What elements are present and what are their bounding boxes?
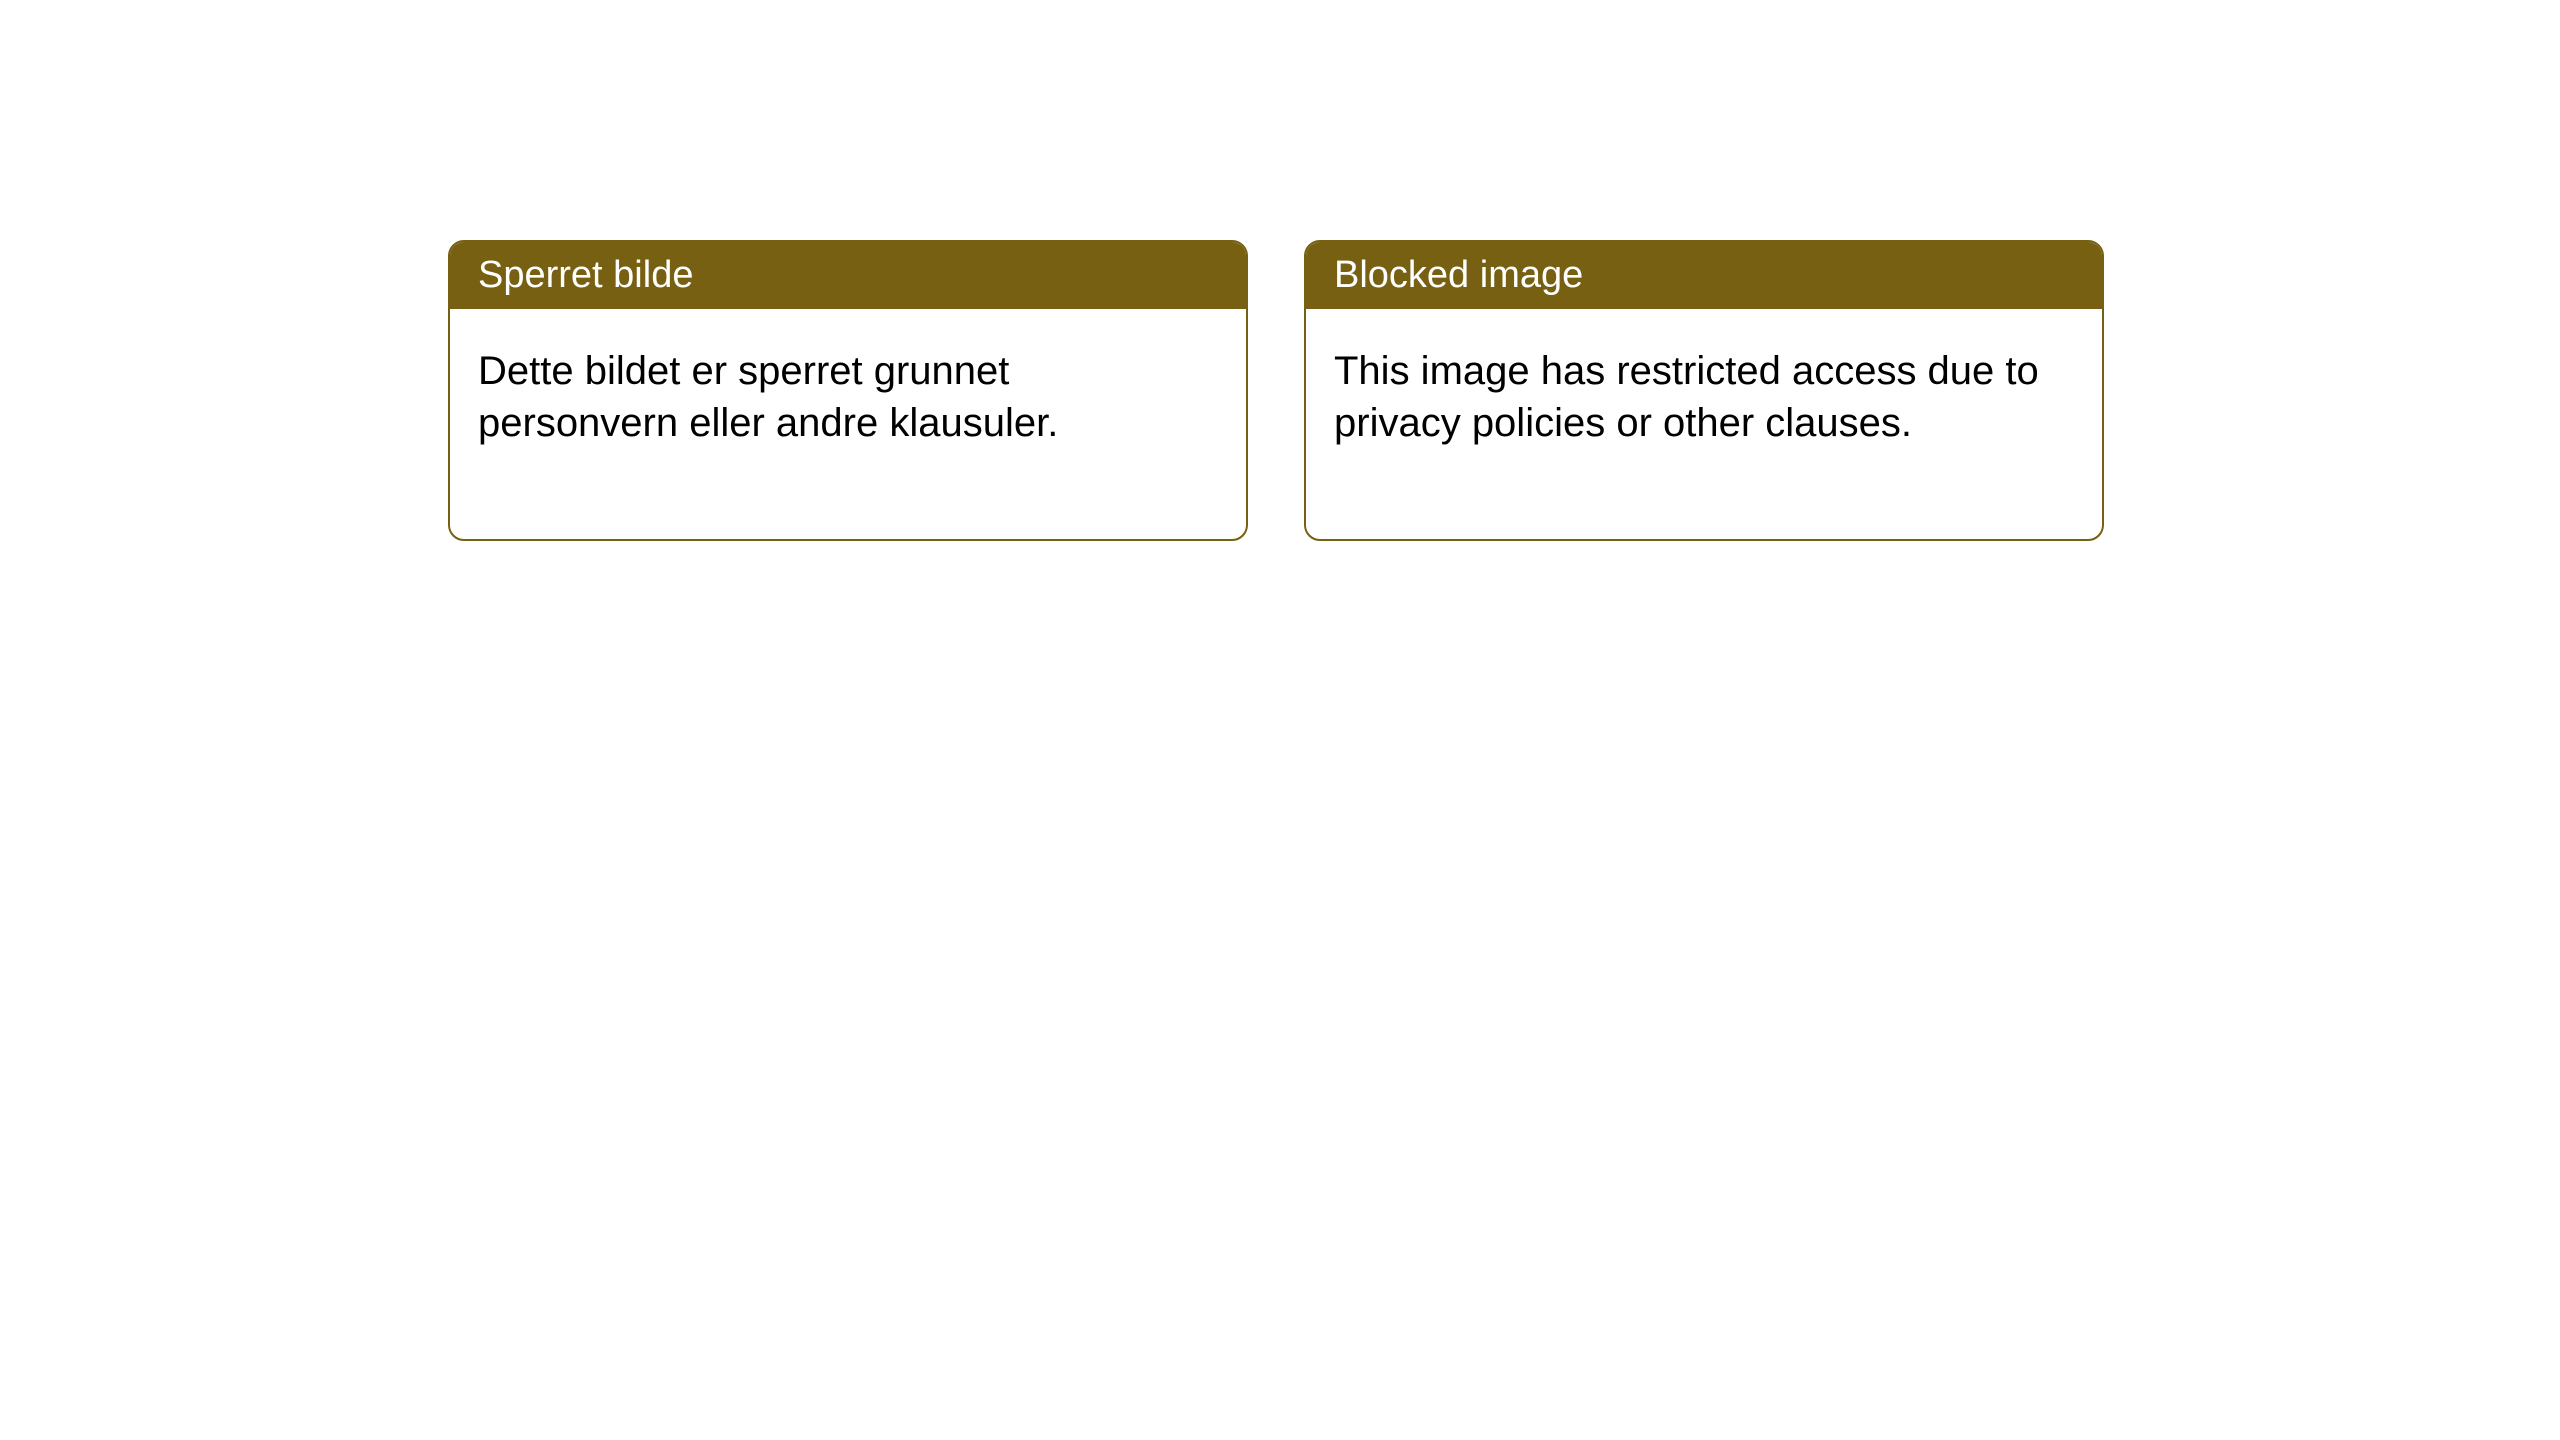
notice-container: Sperret bilde Dette bildet er sperret gr… (448, 240, 2104, 541)
notice-body-english: This image has restricted access due to … (1306, 309, 2102, 539)
notice-body-norwegian: Dette bildet er sperret grunnet personve… (450, 309, 1246, 539)
notice-title-norwegian: Sperret bilde (450, 242, 1246, 309)
notice-card-english: Blocked image This image has restricted … (1304, 240, 2104, 541)
notice-card-norwegian: Sperret bilde Dette bildet er sperret gr… (448, 240, 1248, 541)
notice-title-english: Blocked image (1306, 242, 2102, 309)
